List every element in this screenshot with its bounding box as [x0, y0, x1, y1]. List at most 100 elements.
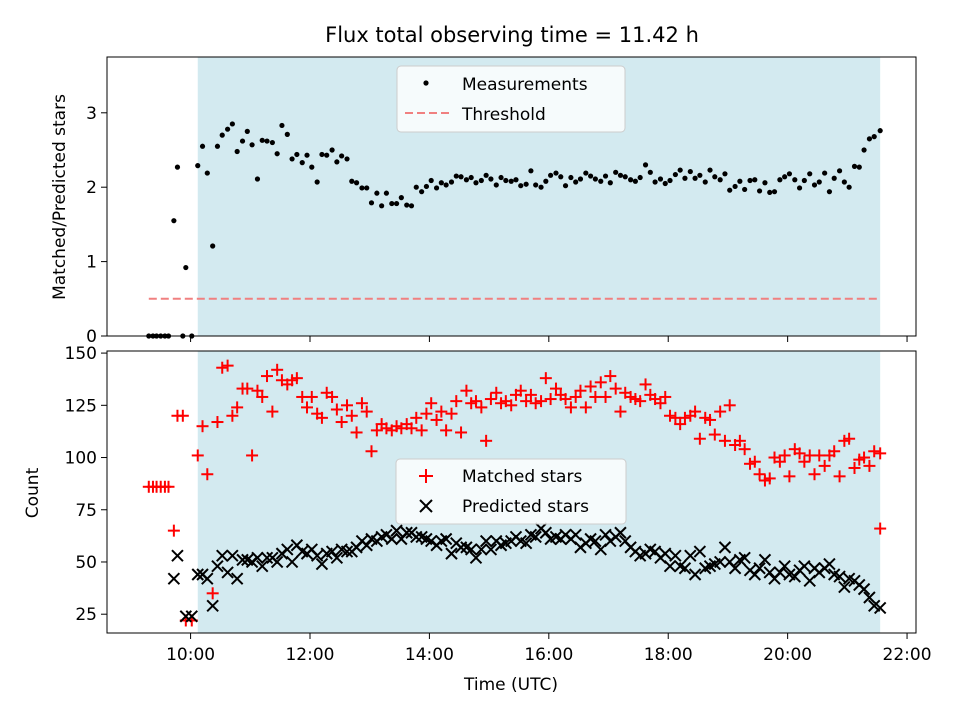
- predicted-star-point: [469, 551, 483, 565]
- measurement-point: [453, 173, 459, 179]
- top-axes-frame: [106, 56, 917, 337]
- bottom-y-tick-label: 25: [75, 605, 97, 625]
- matched-star-point: [167, 524, 180, 537]
- bottom-x-ticks: 10:00 12:00 14:00 16:00 18:00 20:00 22:00: [166, 633, 932, 665]
- measurement-point: [364, 185, 370, 191]
- matched-star-point: [290, 372, 303, 385]
- predicted-star-point: [788, 570, 802, 583]
- predicted-star-point: [798, 559, 811, 573]
- predicted-star-point: [464, 543, 478, 556]
- measurement-point: [762, 180, 768, 186]
- matched-star-point: [848, 461, 861, 474]
- matched-star-point: [549, 382, 562, 395]
- measurement-point: [513, 177, 519, 183]
- bottom-panel: 25 50 75 100 125 150 10:00 12:00 14:00 16:00 18:0…: [23, 344, 932, 695]
- matched-star-point: [589, 390, 602, 403]
- matched-star-point: [445, 407, 458, 420]
- measurement-point: [299, 160, 305, 166]
- matched-star-point: [569, 390, 582, 403]
- x-tick-label: 12:00: [285, 645, 334, 665]
- measurement-point: [737, 178, 743, 184]
- matched-star-point: [783, 470, 796, 483]
- measurement-point: [727, 187, 733, 193]
- measurement-point: [294, 151, 300, 158]
- matched-star-point: [196, 420, 209, 433]
- predicted-star-point: [519, 536, 533, 550]
- measurement-point: [319, 151, 325, 158]
- measurement-point: [861, 147, 867, 153]
- measurement-point: [767, 189, 773, 196]
- predicted-star-point: [778, 559, 791, 573]
- matched-star-point: [514, 384, 527, 397]
- bottom-legend-box: [395, 458, 627, 525]
- matched-star-point: [798, 455, 811, 468]
- predicted-star-point: [216, 549, 229, 562]
- matched-star-point: [564, 401, 577, 414]
- top-y-tick-label: 1: [86, 253, 97, 273]
- predicted-star-point: [439, 532, 453, 546]
- predicted-star-point: [410, 530, 423, 544]
- matched-star-point: [723, 399, 736, 412]
- predicted-star-point: [226, 549, 239, 562]
- matched-star-point: [748, 455, 761, 468]
- measurement-point: [289, 156, 295, 162]
- bottom-y-tick-label: 100: [65, 449, 97, 469]
- legend-measurements-marker: [423, 80, 429, 86]
- matched-star-point: [450, 395, 463, 408]
- predicted-star-point: [201, 572, 214, 585]
- predicted-star-point: [738, 551, 751, 565]
- bottom-y-tick-label: 125: [65, 396, 97, 416]
- measurement-point: [508, 178, 514, 184]
- matched-star-point: [718, 434, 731, 447]
- matched-star-point: [246, 449, 259, 462]
- measurement-point: [747, 177, 753, 184]
- predicted-star-point: [758, 553, 772, 567]
- measurement-point: [473, 180, 479, 186]
- measurement-point: [822, 170, 828, 176]
- matched-star-point: [201, 468, 214, 481]
- matched-star-point: [524, 388, 537, 401]
- measurement-point: [468, 174, 474, 181]
- predicted-star-point: [684, 549, 697, 562]
- matched-star-point: [574, 384, 587, 397]
- predicted-star-point: [529, 530, 542, 544]
- measurement-point: [478, 177, 484, 184]
- matched-star-point: [415, 424, 428, 437]
- matched-star-point: [341, 399, 354, 412]
- legend-matched-marker: [419, 469, 433, 483]
- predicted-star-point: [285, 555, 299, 569]
- measurement-point: [419, 189, 425, 195]
- measurement-point: [448, 179, 455, 185]
- measurement-point: [677, 167, 683, 173]
- measurement-point: [264, 138, 270, 144]
- predicted-star-point: [833, 570, 846, 583]
- measurement-point: [443, 182, 449, 188]
- predicted-star-point: [315, 557, 329, 571]
- matched-star-point: [828, 445, 841, 458]
- matched-star-point: [858, 451, 871, 464]
- matched-star-point: [455, 426, 468, 439]
- measurement-point: [339, 153, 345, 159]
- matched-star-point: [773, 455, 786, 468]
- measurement-point: [722, 171, 728, 177]
- predicted-star-point: [599, 528, 612, 542]
- measurement-point: [697, 172, 703, 178]
- predicted-star-point: [385, 532, 398, 546]
- predicted-star-point: [445, 547, 458, 560]
- matched-star-point: [609, 382, 622, 395]
- measurement-point: [219, 132, 225, 138]
- measurement-point: [613, 169, 619, 175]
- measurement-point: [234, 148, 240, 155]
- top-y-tick-label: 0: [86, 327, 97, 347]
- matched-star-point: [763, 472, 776, 485]
- x-tick-label: 10:00: [166, 645, 215, 665]
- x-tick-label: 16:00: [524, 645, 573, 665]
- predicted-star-point: [659, 547, 672, 560]
- legend-predicted-marker: [419, 499, 433, 513]
- measurement-point: [204, 170, 210, 176]
- measurement-point: [588, 173, 594, 179]
- measurement-point: [259, 137, 265, 143]
- matched-star-point: [251, 384, 264, 397]
- measurement-point: [792, 177, 798, 183]
